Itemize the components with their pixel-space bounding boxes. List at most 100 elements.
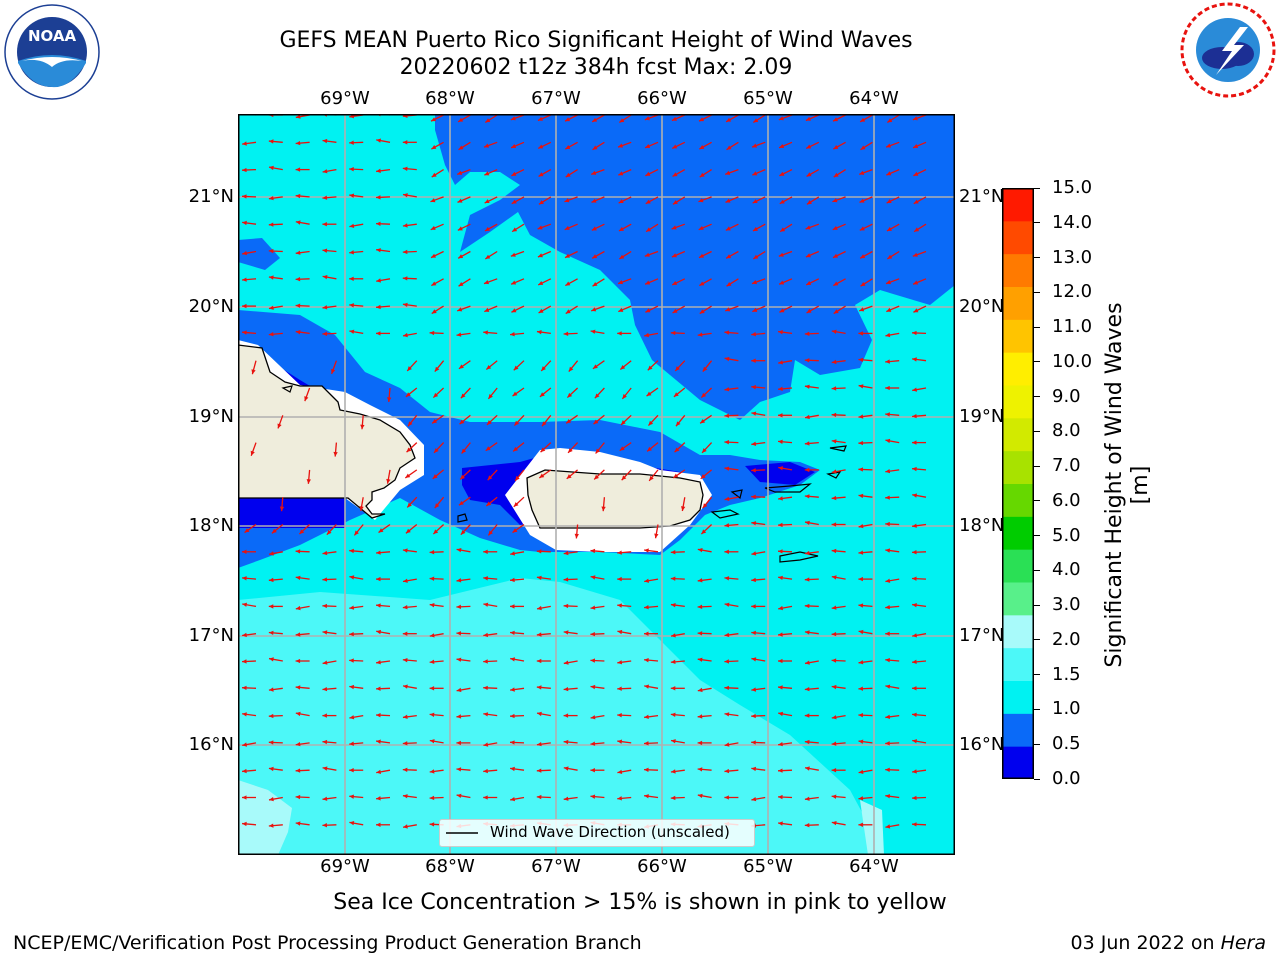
wind-arrow-head	[538, 308, 544, 313]
wind-arrow-head	[457, 226, 463, 231]
wind-arrow-head	[484, 226, 490, 231]
wind-arrow-head	[724, 795, 729, 800]
land-vieques	[710, 509, 740, 519]
wind-arrow-head	[460, 529, 466, 535]
wind-arrow-head	[858, 331, 863, 336]
wind-arrow-head	[885, 684, 891, 689]
wind-arrow-head	[617, 769, 623, 774]
wind-arrow-head	[242, 795, 247, 800]
wind-arrow-head	[724, 602, 730, 607]
wind-arrow-head	[831, 386, 837, 391]
wind-arrow-head	[376, 769, 382, 774]
wind-arrow-head	[644, 714, 649, 719]
wind-arrow-head	[778, 413, 783, 418]
wind-arrow-head	[331, 368, 336, 374]
wind-arrow-head	[617, 576, 622, 582]
wind-arrow-head	[268, 740, 274, 745]
wind-arrow-head	[456, 740, 461, 746]
wind-arrow-head	[460, 393, 466, 399]
colorbar-swatch	[1002, 286, 1034, 320]
wind-arrow-head	[885, 631, 890, 636]
wind-arrow-head	[538, 172, 544, 177]
wind-arrow-head	[699, 281, 705, 286]
colorbar-swatch	[1002, 713, 1034, 747]
colorbar-swatches	[1002, 188, 1034, 780]
colorbar-tick-label: 4.0	[1052, 559, 1081, 581]
wind-arrow-head	[697, 332, 703, 337]
wave-height-map	[237, 111, 955, 855]
wind-arrow-head	[268, 630, 274, 636]
wind-arrow-head	[242, 685, 247, 691]
wind-arrow-head	[778, 252, 784, 257]
wind-arrow-head	[295, 140, 301, 146]
wind-arrow-head	[804, 331, 810, 336]
wind-arrow-head	[885, 714, 891, 719]
wind-arrow-head	[914, 227, 920, 232]
wind-arrow-head	[804, 467, 810, 473]
wind-arrow-head	[430, 198, 436, 203]
wind-arrow-head	[590, 715, 596, 720]
wind-arrow-head	[537, 225, 543, 230]
wind-arrow-head	[701, 529, 707, 535]
colorbar-tick-mark	[1034, 326, 1040, 328]
wind-arrow-head	[620, 364, 626, 370]
wind-arrow-head	[456, 714, 462, 719]
wind-arrow-head	[349, 631, 354, 637]
wind-arrow-head	[483, 768, 488, 774]
wind-arrow-head	[670, 795, 676, 801]
lat-tick-right: 16°N	[959, 734, 1005, 755]
wind-arrow-head	[510, 713, 515, 719]
wind-arrow-head	[590, 548, 596, 554]
wind-arrow-head	[488, 394, 493, 399]
colorbar-tick-label: 11.0	[1052, 316, 1093, 338]
wind-arrow-head	[699, 253, 705, 258]
wind-arrow-head	[724, 685, 730, 691]
wind-arrow-head	[403, 193, 408, 198]
wind-arrow-head	[510, 797, 516, 802]
lon-tick-bottom: 64°W	[849, 856, 899, 877]
wind-arrow-head	[622, 394, 627, 399]
wind-arrow-head	[295, 741, 301, 747]
wind-arrow-head	[483, 795, 488, 800]
wind-arrow-head	[592, 254, 598, 259]
wind-arrow-head	[432, 474, 438, 479]
wind-arrow-head	[591, 307, 597, 312]
wind-arrow-head	[887, 254, 893, 259]
wind-arrow-head	[402, 140, 408, 145]
lon-tick-bottom: 67°W	[531, 856, 581, 877]
wind-arrow-head	[670, 659, 676, 664]
wind-arrow-head	[536, 632, 542, 637]
wind-arrow-head	[804, 550, 810, 556]
wind-arrow-head	[778, 658, 783, 664]
wind-arrow-head	[617, 739, 623, 744]
wind-arrow-head	[295, 220, 301, 225]
wind-arrow-head	[671, 225, 677, 230]
wind-arrow-head	[670, 686, 676, 691]
wind-arrow-head	[566, 474, 572, 479]
wind-arrow-head	[322, 823, 328, 828]
wind-arrow-head	[539, 392, 545, 397]
wind-arrow-head	[458, 281, 464, 287]
lat-tick-left: 20°N	[188, 296, 234, 317]
wind-arrow-head	[568, 366, 574, 372]
wind-arrow-head	[671, 116, 677, 121]
wind-arrow-head	[322, 248, 328, 253]
wind-arrow-head	[295, 549, 301, 554]
wind-arrow-head	[268, 275, 274, 280]
wind-arrow-head	[402, 166, 408, 171]
wind-arrow-head	[645, 144, 651, 149]
wind-arrow-head	[456, 332, 462, 337]
wind-arrow-head	[563, 766, 569, 771]
wind-arrow-head	[886, 171, 892, 176]
chart-title-line2: 20220602 t12z 384h fcst Max: 2.09	[399, 55, 793, 80]
wind-arrow-head	[429, 576, 435, 581]
wind-arrow-head	[322, 766, 328, 771]
lat-tick-left: 17°N	[188, 625, 234, 646]
wind-arrow-head	[387, 397, 392, 402]
wind-arrow-head	[601, 506, 606, 512]
wind-arrow-head	[269, 165, 274, 171]
wind-arrow-head	[912, 330, 917, 336]
wind-arrow-head	[751, 713, 756, 719]
wind-arrow-head	[779, 171, 785, 176]
wind-arrow-head	[912, 769, 917, 774]
